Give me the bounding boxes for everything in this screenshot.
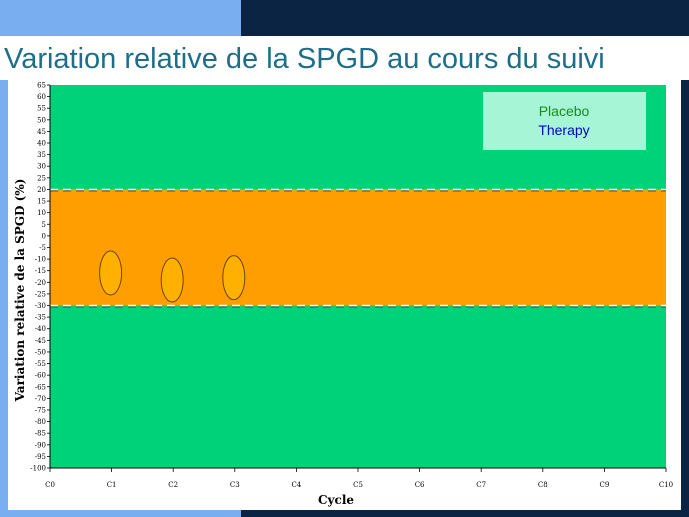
y-tick-label: -60 <box>35 372 46 380</box>
highlight-markers <box>99 250 246 303</box>
y-tick-label: -85 <box>35 430 46 438</box>
x-tick-label: C7 <box>476 481 486 489</box>
y-tick-label: 65 <box>37 82 46 90</box>
y-tick-label: 5 <box>42 221 46 229</box>
y-tick-label: 50 <box>37 116 46 124</box>
y-tick-label: 40 <box>37 140 46 148</box>
y-tick-label: -5 <box>39 244 46 252</box>
y-tick-label: -30 <box>35 302 46 310</box>
y-tick-label: 15 <box>37 198 46 206</box>
y-tick-label: -65 <box>35 383 46 391</box>
y-tick-label: 45 <box>37 128 46 136</box>
legend-box <box>483 92 646 150</box>
y-ticks: 65605550454035302520151050-5-10-15-20-25… <box>30 82 50 473</box>
y-tick-label: 55 <box>37 105 46 113</box>
legend: Placebo Therapy <box>483 92 646 150</box>
y-tick-label: -10 <box>35 256 46 264</box>
highlight-ellipse-3 <box>222 255 246 301</box>
legend-therapy: Therapy <box>538 122 589 138</box>
x-tick-label: C3 <box>230 481 240 489</box>
y-tick-label: 25 <box>37 174 46 182</box>
x-ticks: C0 C1 C2 C3 C4 C5 C6 C7 C8 C9 C10 <box>45 468 673 489</box>
y-tick-label: -55 <box>35 360 46 368</box>
y-tick-label: -75 <box>35 406 46 414</box>
chart-panel: 65 60 55 50 45 40 35 30 25 20 15 10 5 0 -5 -10 -15 -20 -25… <box>8 80 681 510</box>
y-tick-label: -15 <box>35 267 46 275</box>
y-tick-label: -35 <box>35 314 46 322</box>
legend-placebo: Placebo <box>539 103 590 119</box>
zone-orange-1 <box>50 189 666 306</box>
x-tick-label: C1 <box>107 481 117 489</box>
y-tick-label: -45 <box>35 337 46 345</box>
highlight-ellipse-2 <box>160 257 184 303</box>
x-tick-label: C5 <box>353 481 363 489</box>
highlight-ellipse-1 <box>99 250 123 296</box>
y-tick-label: 0 <box>42 232 46 240</box>
y-tick-label: -80 <box>35 418 46 426</box>
y-tick-label: -100 <box>30 465 46 473</box>
y-tick-label: -25 <box>35 290 46 298</box>
x-tick-label: C2 <box>168 481 178 489</box>
y-tick-label: -50 <box>35 348 46 356</box>
zone-green-2 <box>50 305 666 468</box>
y-tick-label: -70 <box>35 395 46 403</box>
x-tick-label: C0 <box>45 481 55 489</box>
x-tick-label: C8 <box>538 481 548 489</box>
y-tick-label: 10 <box>37 209 46 217</box>
y-tick-label: -90 <box>35 441 46 449</box>
y-tick-label: 30 <box>37 163 46 171</box>
x-tick-label: C4 <box>291 481 301 489</box>
chart: 65605550454035302520151050-5-10-15-20-25… <box>13 82 673 508</box>
y-tick-label: -40 <box>35 325 46 333</box>
x-tick-label: C6 <box>415 481 425 489</box>
y-tick-label: 35 <box>37 151 46 159</box>
x-tick-label: C10 <box>659 481 673 489</box>
x-axis-label: Cycle <box>318 493 354 507</box>
y-tick-label: -95 <box>35 453 46 461</box>
y-tick-label: -20 <box>35 279 46 287</box>
y-tick-label: 60 <box>37 93 46 101</box>
x-tick-label: C9 <box>599 481 609 489</box>
background-dark-band <box>241 0 689 36</box>
threshold-lines <box>50 188 666 308</box>
slide-title: Variation relative de la SPGD au cours d… <box>0 36 689 80</box>
y-axis-label: Variation relative de la SPGD (%) <box>13 179 27 403</box>
y-tick-label: 20 <box>37 186 46 194</box>
